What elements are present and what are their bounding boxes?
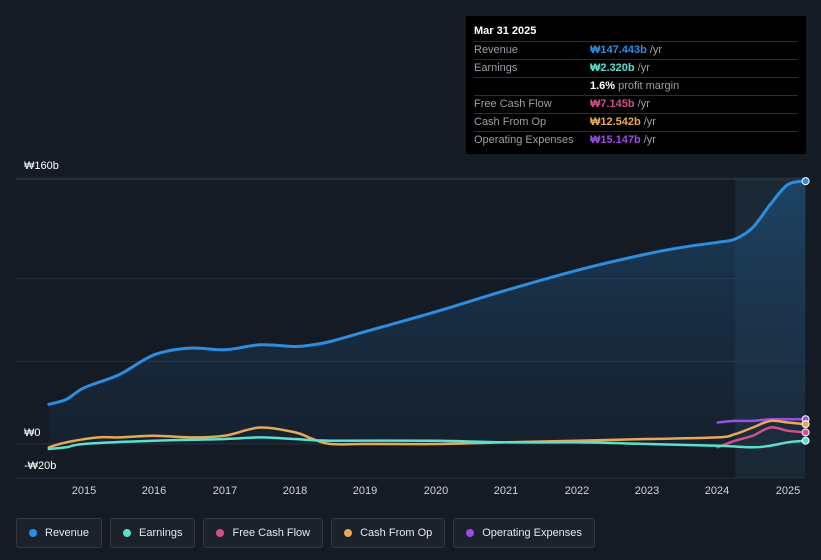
tooltip-value: ₩2.320b bbox=[590, 62, 635, 74]
x-tick-label-2017: 2017 bbox=[212, 485, 238, 497]
legend-label: Free Cash Flow bbox=[232, 527, 311, 539]
legend-item-revenue[interactable]: Revenue bbox=[16, 518, 103, 548]
tooltip-date: Mar 31 2025 bbox=[474, 24, 798, 42]
series-line-cash-from-op bbox=[47, 419, 807, 449]
x-tick-label-2024: 2024 bbox=[704, 485, 730, 497]
legend-dot-icon bbox=[344, 529, 353, 537]
tooltip-label: Revenue bbox=[474, 44, 519, 56]
series-line-free-cash-flow bbox=[716, 426, 807, 449]
legend-item-free-cash-flow[interactable]: Free Cash Flow bbox=[203, 518, 324, 548]
series-line-revenue bbox=[47, 179, 808, 406]
series-end-point-earnings bbox=[801, 436, 810, 445]
data-tooltip: Mar 31 2025 Revenue ₩147.443b /yr Earnin… bbox=[466, 16, 806, 154]
tooltip-value: ₩12.542b bbox=[590, 116, 641, 128]
legend-dot-icon bbox=[29, 529, 37, 537]
series-line-operating-expenses bbox=[716, 417, 807, 424]
tooltip-unit: /yr bbox=[637, 98, 650, 110]
tooltip-label: Earnings bbox=[474, 62, 518, 74]
x-tick-label-2015: 2015 bbox=[71, 485, 97, 497]
chart-legend: Revenue Earnings Free Cash Flow Cash Fro… bbox=[16, 518, 595, 548]
legend-item-operating-expenses[interactable]: Operating Expenses bbox=[453, 518, 595, 548]
x-tick-label-2016: 2016 bbox=[141, 485, 167, 497]
series-area-revenue bbox=[48, 181, 806, 444]
tooltip-label: Cash From Op bbox=[474, 116, 547, 128]
x-tick-label-2019: 2019 bbox=[352, 485, 378, 497]
y-tick-label-0: ₩0 bbox=[24, 427, 41, 439]
legend-label: Earnings bbox=[139, 527, 183, 539]
tooltip-row-profit-margin: 1.6% profit margin bbox=[474, 78, 798, 96]
legend-dot-icon bbox=[466, 529, 475, 537]
x-tick-label-2022: 2022 bbox=[564, 485, 590, 497]
series-line-earnings bbox=[47, 436, 807, 451]
tooltip-unit: /yr bbox=[649, 44, 663, 56]
series-end-point-free-cash-flow bbox=[801, 428, 810, 437]
legend-item-earnings[interactable]: Earnings bbox=[110, 518, 196, 548]
legend-item-cash-from-op[interactable]: Cash From Op bbox=[331, 518, 446, 548]
y-tick-label-160b: ₩160b bbox=[24, 160, 59, 172]
tooltip-label: Operating Expenses bbox=[474, 134, 574, 146]
tooltip-value: ₩15.147b bbox=[590, 134, 641, 146]
tooltip-value: ₩7.145b bbox=[590, 98, 635, 110]
tooltip-row-free-cash-flow: Free Cash Flow ₩7.145b /yr bbox=[474, 96, 798, 114]
series-end-point-cash-from-op bbox=[801, 420, 810, 429]
x-tick-label-2021: 2021 bbox=[493, 485, 519, 497]
tooltip-label: Free Cash Flow bbox=[474, 98, 552, 110]
x-tick-label-2018: 2018 bbox=[282, 485, 308, 497]
tooltip-row-revenue: Revenue ₩147.443b /yr bbox=[474, 42, 798, 60]
series-end-point-revenue bbox=[801, 177, 810, 186]
tooltip-value: 1.6% bbox=[590, 80, 616, 92]
tooltip-value: ₩147.443b bbox=[590, 44, 647, 56]
x-tick-label-2023: 2023 bbox=[634, 485, 660, 497]
legend-label: Operating Expenses bbox=[482, 527, 582, 539]
tooltip-row-operating-expenses: Operating Expenses ₩15.147b /yr bbox=[474, 132, 798, 149]
tooltip-unit: /yr bbox=[643, 134, 656, 146]
legend-dot-icon bbox=[216, 529, 225, 537]
y-tick-label-neg-20b: -₩20b bbox=[24, 460, 57, 472]
x-tick-label-2025: 2025 bbox=[775, 485, 801, 497]
tooltip-unit: profit margin bbox=[618, 80, 680, 92]
tooltip-row-cash-from-op: Cash From Op ₩12.542b /yr bbox=[474, 114, 798, 132]
x-tick-label-2020: 2020 bbox=[423, 485, 449, 497]
tooltip-unit: /yr bbox=[643, 116, 656, 128]
legend-label: Cash From Op bbox=[360, 527, 433, 539]
legend-dot-icon bbox=[123, 529, 132, 537]
legend-label: Revenue bbox=[45, 527, 90, 539]
tooltip-label bbox=[474, 78, 590, 95]
tooltip-row-earnings: Earnings ₩2.320b /yr bbox=[474, 60, 798, 78]
tooltip-unit: /yr bbox=[637, 62, 650, 74]
